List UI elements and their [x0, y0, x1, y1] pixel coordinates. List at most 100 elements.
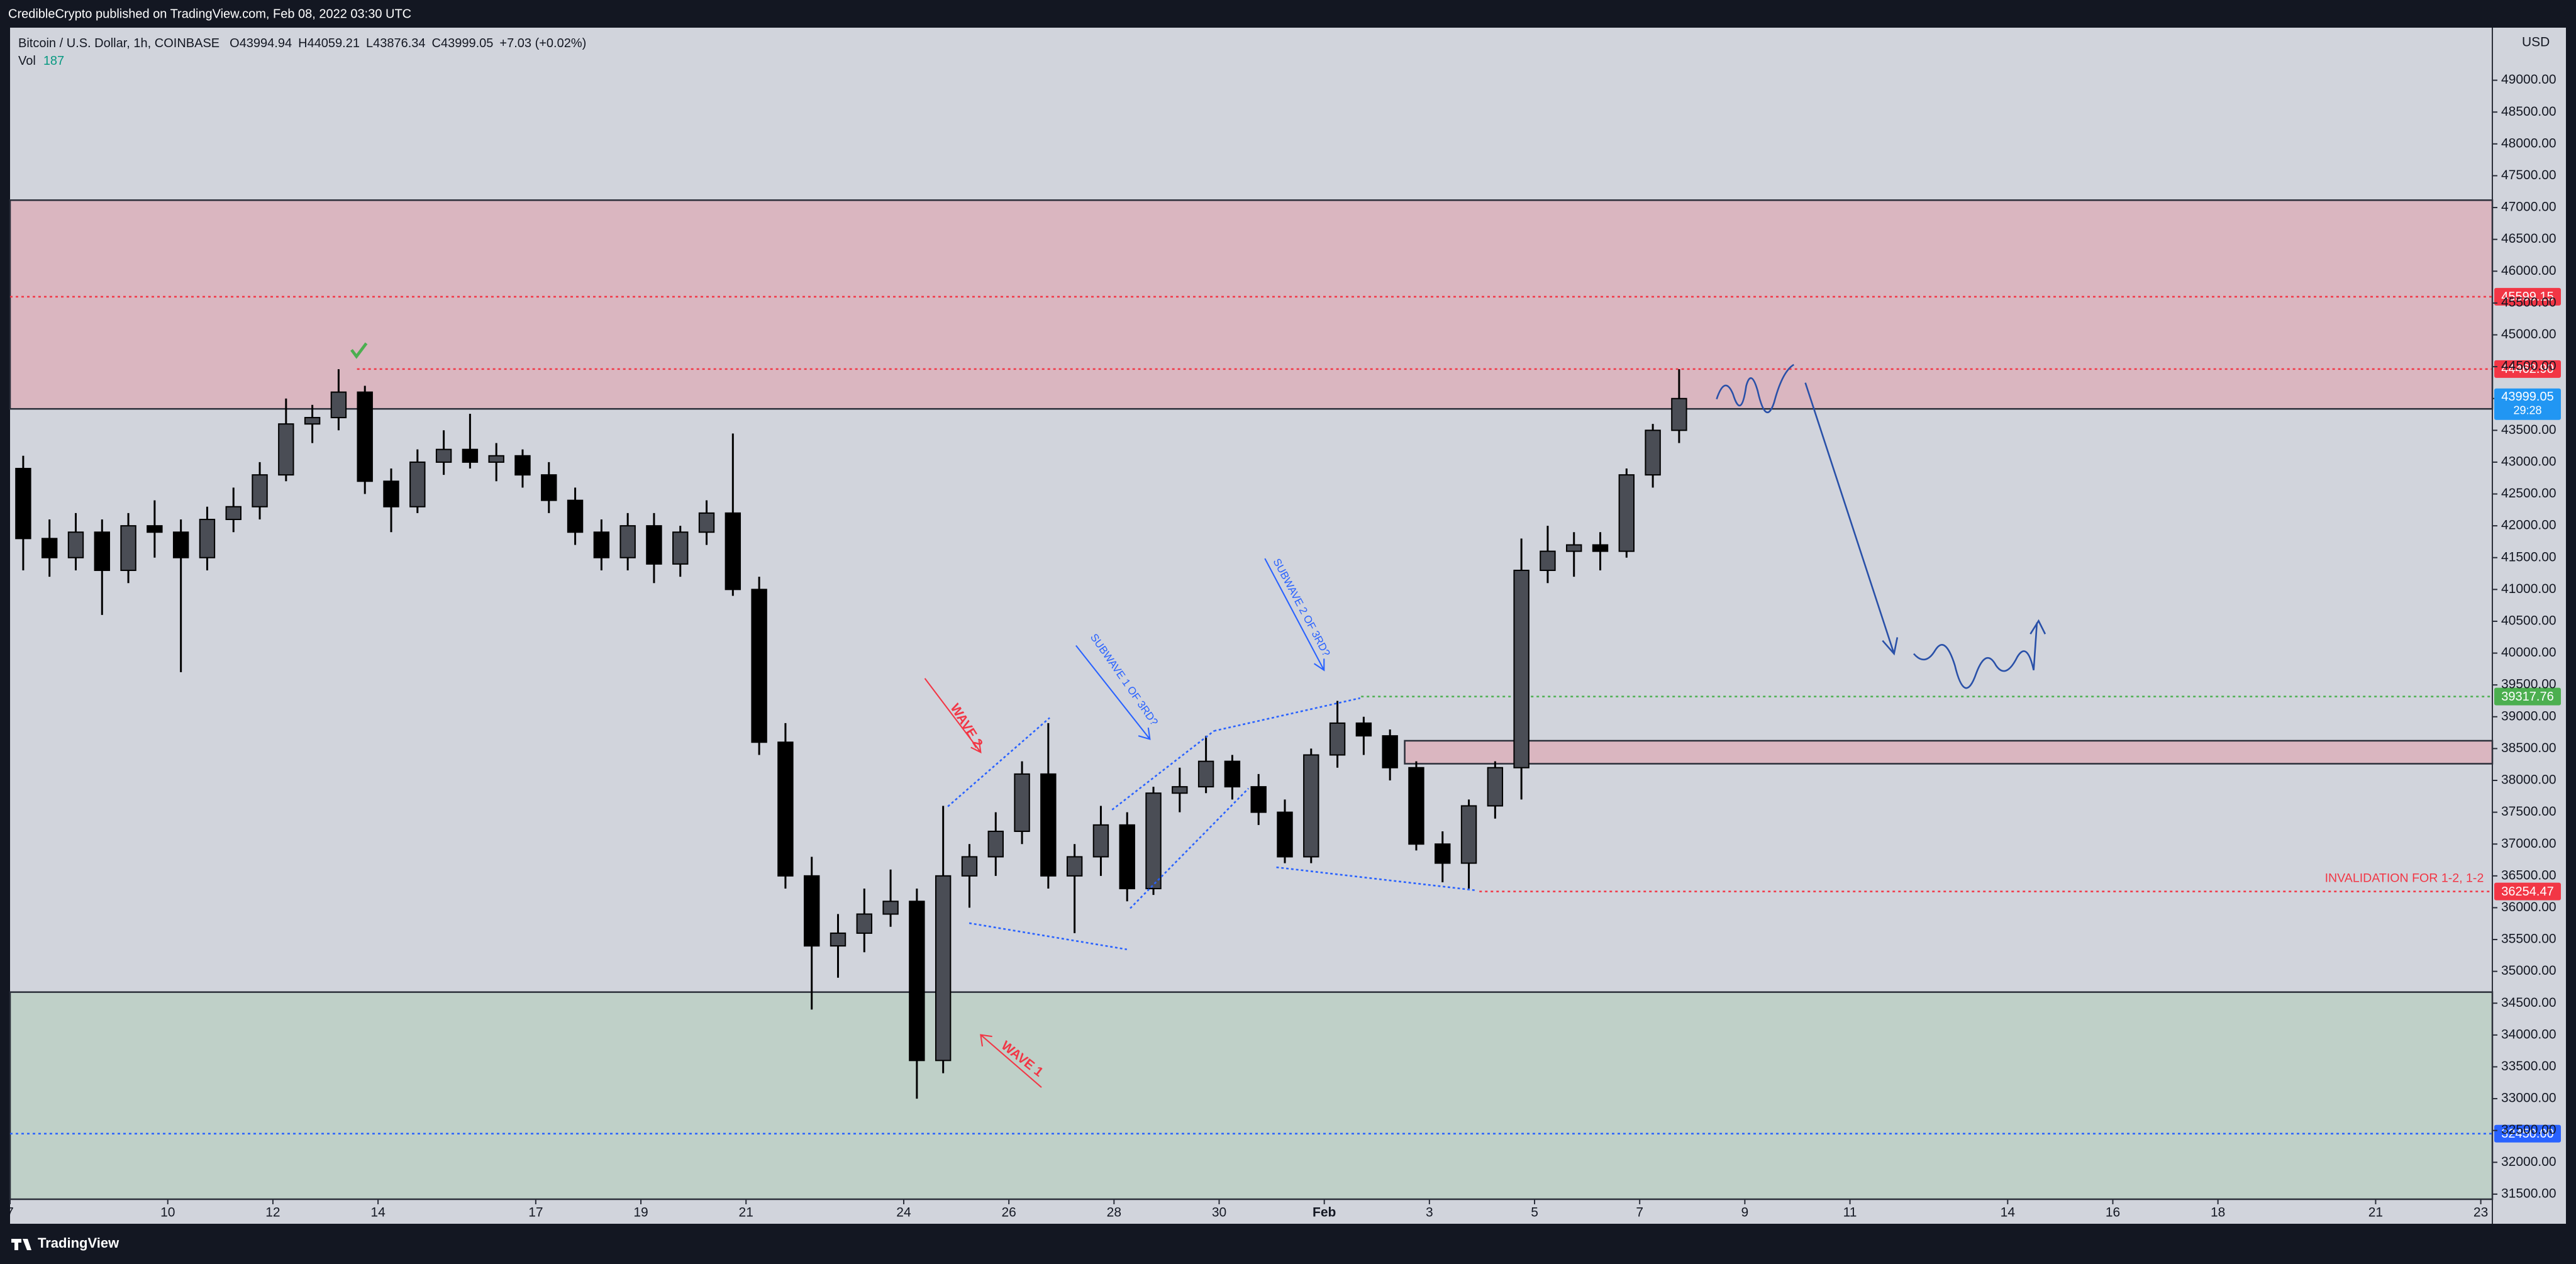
candle-body [1197, 760, 1214, 788]
y-tick-label: 44500.00 [2501, 359, 2557, 374]
x-tick-label: 3 [1426, 1206, 1433, 1220]
y-tick-label: 36000.00 [2501, 900, 2557, 914]
volume-value: 187 [43, 54, 64, 68]
y-tick-label: 38000.00 [2501, 773, 2557, 787]
last-price-badge [2494, 388, 2561, 420]
x-tick-label: 26 [1001, 1206, 1016, 1220]
y-tick-label: 35500.00 [2501, 932, 2557, 946]
candle-body [1671, 397, 1687, 431]
y-tick-label: 35000.00 [2501, 963, 2557, 978]
y-tick-label: 32000.00 [2501, 1155, 2557, 1169]
brand[interactable]: TradingView [38, 1235, 119, 1251]
candle-body [120, 525, 136, 571]
candle-body [172, 531, 189, 558]
candle-body [724, 512, 741, 590]
brand-logo[interactable] [11, 1239, 31, 1250]
y-tick-label: 34500.00 [2501, 995, 2557, 1010]
x-tick-label: 14 [2001, 1206, 2016, 1220]
candle-body [1014, 773, 1030, 832]
candle-body [804, 875, 820, 947]
candle-body [856, 913, 872, 934]
candle-body [1645, 430, 1661, 476]
ohlc-value: 43994.94 [240, 36, 292, 50]
candle-body [383, 480, 399, 507]
last-price-label: 43999.05 [2501, 390, 2553, 404]
y-tick-label: 45500.00 [2501, 295, 2557, 309]
x-tick-label: 19 [633, 1206, 648, 1220]
candle-body [1329, 722, 1346, 756]
wedge-lines [947, 697, 1475, 951]
candle-body [1382, 735, 1398, 768]
candle-body [41, 538, 58, 558]
subwave-arrows [1075, 558, 1325, 740]
candle-body [1540, 550, 1556, 571]
candle-body [1092, 824, 1109, 858]
volume-legend: Vol 187 [18, 54, 64, 68]
y-tick-label: 45000.00 [2501, 327, 2557, 341]
y-tick-label: 42000.00 [2501, 518, 2557, 533]
y-tick-label: 33000.00 [2501, 1091, 2557, 1106]
check-mark [350, 342, 368, 359]
change: +7.03 (+0.02%) [499, 36, 586, 50]
x-tick-label: 12 [265, 1206, 280, 1220]
candle-body [1119, 824, 1135, 890]
candle-body [593, 531, 610, 558]
ohlc-value: 44059.21 [308, 36, 360, 50]
x-tick-label: 7 [1636, 1206, 1643, 1220]
y-tick-label: 33500.00 [2501, 1059, 2557, 1073]
candle-body [278, 423, 294, 476]
candle-body [1277, 811, 1293, 858]
y-tick-label: 48000.00 [2501, 136, 2557, 150]
x-tick-label: 30 [1212, 1206, 1226, 1220]
candle-body [488, 455, 504, 463]
candle-body [1435, 843, 1451, 864]
y-tick-label: 41500.00 [2501, 550, 2557, 564]
symbol-legend: Bitcoin / U.S. Dollar, 1h, COINBASE O4399… [18, 36, 586, 50]
currency: USD [2522, 35, 2550, 50]
ohlc-key: C [432, 36, 441, 50]
candle-body [777, 741, 794, 877]
level-badge [2494, 687, 2561, 706]
x-tick-label: 14 [370, 1206, 386, 1220]
candle-body [330, 391, 347, 419]
candle-body [672, 531, 689, 565]
candle-body [1040, 773, 1057, 877]
level-badge-label: 36254.47 [2501, 885, 2553, 899]
x-tick-label: 10 [160, 1206, 175, 1220]
candle-body [1250, 786, 1267, 813]
x-tick-label: 18 [2211, 1206, 2225, 1220]
x-tick-label: 11 [1843, 1206, 1857, 1220]
candle-body [882, 901, 899, 915]
candle-body [147, 525, 163, 533]
candle-body [304, 417, 321, 425]
candle-body [225, 506, 242, 521]
symbol: Bitcoin / U.S. Dollar, 1h, COINBASE [18, 36, 219, 50]
candle-body [1145, 792, 1162, 890]
y-tick-label: 38500.00 [2501, 741, 2557, 755]
x-tick-label: 21 [739, 1206, 753, 1220]
candle-body [1408, 767, 1424, 845]
candle-body [567, 499, 584, 533]
candle-body [1592, 544, 1609, 552]
x-tick-label: 23 [2473, 1206, 2488, 1220]
y-tick-label: 47500.00 [2501, 168, 2557, 182]
x-tick-label: 28 [1107, 1206, 1121, 1220]
y-tick-label: 42500.00 [2501, 486, 2557, 501]
candle-body [935, 875, 952, 1062]
level-badge-label: 32450.00 [2501, 1127, 2553, 1141]
candle-body [94, 531, 110, 571]
ohlc-value: 43999.05 [441, 36, 493, 50]
y-tick-label: 47000.00 [2501, 200, 2557, 214]
candle-body [1566, 544, 1582, 552]
candle-body [987, 830, 1004, 858]
candle-body [67, 531, 84, 558]
candle-body [1303, 754, 1319, 858]
y-tick-label: 43000.00 [2501, 454, 2557, 468]
y-tick-label: 39500.00 [2501, 677, 2557, 692]
candle-body [646, 525, 662, 565]
x-tick-label: 9 [1741, 1206, 1749, 1220]
published-note: CredibleCrypto published on TradingView.… [8, 7, 411, 21]
zone [1404, 740, 2494, 765]
y-tick-label: 49000.00 [2501, 72, 2557, 87]
candle-body [1513, 569, 1530, 768]
